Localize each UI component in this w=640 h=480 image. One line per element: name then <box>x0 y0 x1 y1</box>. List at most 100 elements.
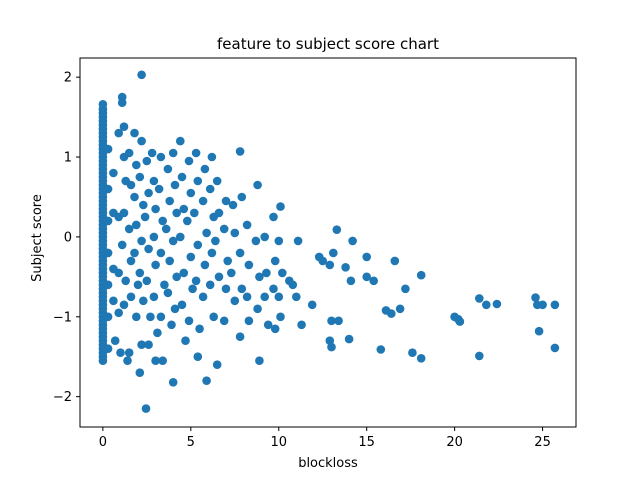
scatter-point <box>455 317 465 326</box>
x-tick-label: 10 <box>270 435 287 450</box>
scatter-point <box>346 276 356 286</box>
scatter-point <box>103 312 113 322</box>
scatter-point <box>205 280 215 290</box>
scatter-point <box>221 196 231 206</box>
scatter-point <box>124 148 134 158</box>
scatter-point <box>103 216 113 226</box>
scatter-point <box>117 98 127 107</box>
scatter-point <box>139 200 148 210</box>
scatter-point <box>177 300 187 310</box>
scatter-point <box>205 184 215 194</box>
scatter-point <box>163 288 173 298</box>
x-axis: 0 5 10 15 20 25 <box>99 427 551 450</box>
y-tick-label: 2 <box>64 71 72 86</box>
scatter-point <box>531 293 540 302</box>
scatter-point <box>98 356 108 366</box>
scatter-point <box>149 176 159 186</box>
scatter-point <box>270 324 280 334</box>
scatter-point <box>475 351 484 361</box>
scatter-point <box>146 312 155 322</box>
scatter-point <box>124 348 134 358</box>
scatter-point <box>307 300 317 310</box>
scatter-point <box>183 216 192 226</box>
scatter-point <box>534 326 544 336</box>
scatter-point <box>110 336 120 346</box>
scatter-point <box>168 236 178 246</box>
y-tick-label: −2 <box>53 390 72 405</box>
x-tick-label: 15 <box>358 435 375 450</box>
scatter-point <box>348 236 357 246</box>
scatter-point <box>193 352 203 362</box>
scatter-point <box>475 294 484 303</box>
scatter-point <box>190 208 199 218</box>
scatter-point <box>198 292 208 302</box>
scatter-point <box>270 256 280 266</box>
scatter-point <box>133 280 143 290</box>
scatter-point <box>188 284 197 294</box>
scatter-point <box>172 208 181 218</box>
scatter-point <box>137 136 146 146</box>
scatter-point <box>550 343 560 353</box>
scatter-point <box>116 348 125 358</box>
scatter-point <box>401 284 410 294</box>
scatter-point <box>149 232 159 242</box>
x-tick-label: 0 <box>99 435 107 450</box>
scatter-point <box>482 300 491 310</box>
scatter-point <box>151 260 160 270</box>
scatter-point <box>119 208 129 218</box>
scatter-point <box>219 316 229 326</box>
scatter-point <box>416 354 426 363</box>
scatter-point <box>177 172 187 182</box>
scatter-point <box>332 225 342 234</box>
scatter-point <box>132 160 141 170</box>
scatter-point <box>207 248 217 258</box>
scatter-point <box>126 180 136 190</box>
scatter-point <box>158 216 167 226</box>
scatter-point <box>219 224 229 234</box>
scatter-point <box>207 152 217 162</box>
scatter-point <box>230 228 240 238</box>
scatter-point <box>168 378 178 387</box>
scatter-point <box>269 284 278 294</box>
scatter-point <box>288 280 298 290</box>
scatter-point <box>228 200 238 210</box>
x-tick-label: 5 <box>187 435 195 450</box>
scatter-point <box>103 344 113 354</box>
scatter-point <box>253 180 262 190</box>
scatter-point <box>193 176 203 186</box>
scatter-point <box>144 244 153 254</box>
scatter-point <box>276 202 285 211</box>
scatter-point <box>263 320 273 330</box>
scatter-point <box>230 296 240 306</box>
scatter-point <box>154 184 164 194</box>
scatter-point <box>251 236 261 246</box>
scatter-point <box>492 299 502 309</box>
scatter-point <box>144 340 153 350</box>
scatter-point <box>297 320 306 330</box>
scatter-point <box>202 376 211 386</box>
y-tick-label: −1 <box>53 310 72 325</box>
x-tick-label: 25 <box>534 435 551 450</box>
scatter-point <box>114 268 123 278</box>
scatter-point <box>244 316 254 326</box>
scatter-point <box>163 164 173 174</box>
scatter-point <box>165 256 174 266</box>
scatter-point <box>274 236 284 246</box>
scatter-point <box>223 256 232 266</box>
scatter-point <box>209 312 218 322</box>
scatter-point <box>376 345 386 354</box>
scatter-point <box>255 356 264 366</box>
scatter-point <box>165 196 174 206</box>
scatter-point <box>341 263 350 272</box>
scatter-point <box>124 224 134 234</box>
scatter-point <box>334 316 343 326</box>
scatter-point <box>260 232 270 242</box>
points-layer <box>98 70 560 413</box>
scatter-point <box>227 268 236 278</box>
scatter-point <box>255 272 264 282</box>
y-axis: −2 −1 0 1 2 <box>53 71 80 405</box>
scatter-point <box>293 236 303 246</box>
scatter-point <box>325 260 335 270</box>
scatter-point <box>390 256 400 266</box>
